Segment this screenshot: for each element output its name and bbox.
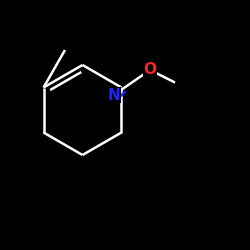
Text: O: O xyxy=(144,62,156,78)
Text: N: N xyxy=(108,88,120,102)
